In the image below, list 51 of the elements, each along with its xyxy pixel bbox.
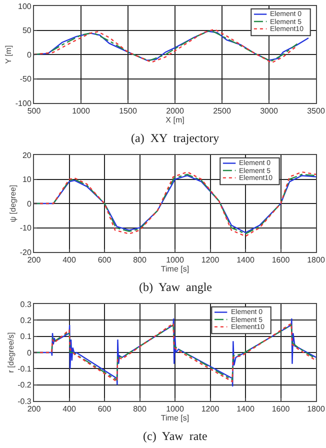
x-tick-label: 1600 (272, 404, 290, 414)
y-tick-label: 10 (22, 175, 32, 184)
y-tick-label: -0.3 (18, 396, 32, 406)
x-tick-label: 1400 (236, 256, 255, 265)
x-tick-label: 1000 (166, 256, 184, 265)
x-tick-label: 400 (62, 404, 76, 414)
x-tick-label: 400 (62, 256, 76, 265)
x-tick-label: 3500 (307, 106, 326, 116)
text: (b) Yaw angle (139, 280, 212, 294)
x-tick-label: 800 (133, 404, 147, 414)
y-axis-title: ψ [degree] (8, 184, 18, 222)
y-tick-label: -20 (20, 248, 32, 257)
y-tick-label: 0.2 (20, 316, 32, 325)
y-axis-title: Y [m] (4, 45, 14, 64)
y-tick-label: 0 (26, 199, 32, 208)
x-tick-label: 2500 (213, 106, 232, 116)
x-axis-title: Time [s] (160, 414, 190, 423)
text: (a) XY trajectory (131, 131, 220, 145)
y-tick-label: -0.2 (18, 380, 32, 390)
x-tick-label: 1400 (236, 404, 255, 414)
x-tick-label: 1800 (307, 404, 326, 414)
y-tick-label: 100 (18, 2, 32, 11)
x-tick-label: 1000 (72, 106, 90, 116)
y-axis-title: r [degree/s] (6, 332, 16, 373)
y-tick-label: 50 (22, 26, 32, 36)
x-tick-label: 200 (27, 404, 42, 414)
x-tick-label: 500 (27, 106, 42, 116)
y-tick-label: 0.1 (20, 332, 32, 342)
y-tick-label: 0.3 (20, 300, 32, 309)
x-tick-label: 1800 (307, 256, 326, 265)
y-tick-label: 20 (22, 150, 32, 160)
x-tick-label: 1500 (119, 106, 138, 116)
x-axis-title: X [m] (166, 116, 184, 125)
x-tick-label: 600 (98, 256, 112, 265)
x-tick-label: 1600 (272, 256, 290, 265)
y-tick-label: 0 (26, 348, 32, 358)
x-tick-label: 600 (98, 404, 112, 414)
x-axis-title: Time [s] (160, 264, 190, 274)
x-tick-label: 200 (27, 256, 42, 265)
x-tick-label: 800 (133, 256, 147, 265)
x-tick-label: 1000 (166, 404, 184, 414)
x-tick-label: 2000 (166, 106, 184, 116)
text: (c) Yaw rate (143, 429, 208, 443)
y-tick-label: 0 (26, 50, 32, 60)
x-tick-label: 1200 (201, 256, 220, 265)
x-tick-label: 1200 (201, 404, 220, 414)
y-tick-label: -100 (15, 98, 32, 108)
x-tick-label: 3000 (260, 106, 278, 116)
y-tick-label: -50 (20, 74, 32, 84)
y-tick-label: -0.1 (18, 364, 32, 374)
y-tick-label: -10 (20, 224, 32, 233)
